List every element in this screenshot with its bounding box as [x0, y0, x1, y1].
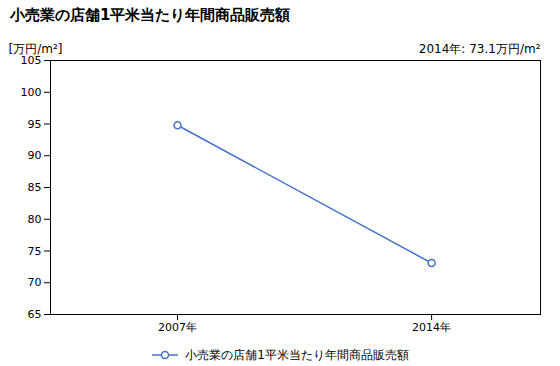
svg-text:2007年: 2007年	[158, 321, 197, 334]
svg-text:2014年: 2014年	[412, 321, 451, 334]
svg-text:80: 80	[28, 213, 42, 226]
svg-text:95: 95	[28, 118, 42, 131]
svg-text:100: 100	[21, 86, 42, 99]
svg-text:90: 90	[28, 149, 42, 162]
svg-text:65: 65	[28, 308, 42, 321]
svg-text:[万円/m²]: [万円/m²]	[9, 42, 63, 56]
html-text:小売業の店舗1平米当たり年間商品販売額: 小売業の店舗1平米当たり年間商品販売額	[10, 6, 291, 24]
html-text:小売業の店舗1平米当たり年間商品販売額: 小売業の店舗1平米当たり年間商品販売額	[185, 347, 409, 362]
svg-text:2014年: 73.1万円/m²: 2014年: 73.1万円/m²	[419, 42, 541, 56]
svg-text:70: 70	[28, 276, 42, 289]
svg-text:75: 75	[28, 245, 42, 258]
svg-text:85: 85	[28, 181, 42, 194]
svg-text:105: 105	[20, 54, 42, 67]
